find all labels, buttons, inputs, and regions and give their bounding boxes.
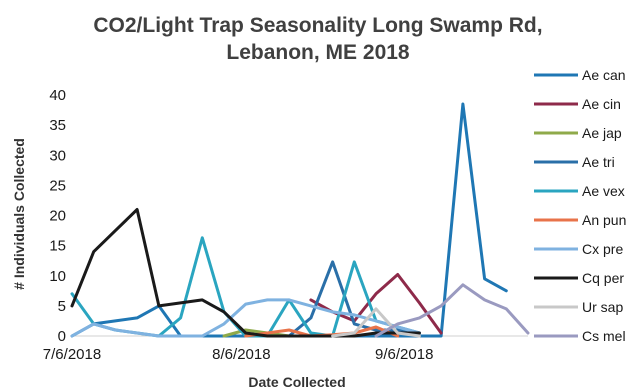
series-line-cs-mel [374, 283, 530, 338]
y-tick-label: 40 [49, 87, 66, 104]
y-tick-label: 35 [49, 117, 66, 134]
legend-item-ae-jap: Ae jap [534, 125, 622, 141]
legend-item-an-pun: An pun [534, 212, 626, 228]
series-line-ae-cin [309, 273, 443, 335]
legend-label: An pun [582, 212, 626, 228]
y-tick-label: 0 [58, 328, 66, 345]
x-tick-label: 7/6/2018 [43, 346, 101, 363]
chart-title-line-2: Lebanon, ME 2018 [226, 41, 410, 64]
legend-label: Ae vex [582, 183, 625, 199]
y-tick-label: 20 [49, 208, 66, 225]
legend-label: Cs mel [582, 328, 626, 344]
x-tick-label: 9/6/2018 [375, 346, 433, 363]
legend-label: Ae can [582, 67, 626, 83]
legend-label: Cq per [582, 270, 624, 286]
y-tick-label: 15 [49, 238, 66, 255]
legend-item-cs-mel: Cs mel [534, 328, 626, 344]
legend-item-ae-tri: Ae tri [534, 154, 615, 170]
tick-labels: 0 5 10 15 20 25 30 35 40 7/6/2018 8/6/2018 9/6/2018 [43, 87, 434, 363]
x-tick-label: 8/6/2018 [212, 346, 270, 363]
y-tick-label: 10 [49, 268, 66, 285]
series-line-ae-vex [70, 236, 421, 338]
series-line-cx-pre [70, 298, 421, 338]
legend-label: Cx pre [582, 241, 623, 257]
x-axis-label: Date Collected [248, 374, 345, 390]
series-lines [70, 102, 530, 338]
y-tick-label: 25 [49, 177, 66, 194]
legend-label: Ur sap [582, 299, 623, 315]
y-tick-label: 30 [49, 147, 66, 164]
legend-item-ae-vex: Ae vex [534, 183, 625, 199]
series-line-ae-tri [287, 260, 421, 338]
y-axis-label: # Individuals Collected [11, 138, 27, 290]
legend-label: Ae jap [582, 125, 622, 141]
y-tick-label: 5 [58, 298, 66, 315]
chart-title-line-1: CO2/Light Trap Seasonality Long Swamp Rd… [93, 14, 542, 37]
legend-label: Ae cin [582, 96, 621, 112]
series-line-ur-sap [331, 307, 421, 338]
series-line-cq-per [70, 208, 421, 338]
legend-item-ae-can: Ae can [534, 67, 626, 83]
legend: Ae can Ae cin Ae jap Ae tri Ae vex An pun Cx p… [534, 67, 626, 344]
legend-item-cx-pre: Cx pre [534, 241, 623, 257]
legend-item-cq-per: Cq per [534, 270, 624, 286]
legend-label: Ae tri [582, 154, 615, 170]
legend-item-ur-sap: Ur sap [534, 299, 623, 315]
legend-item-ae-cin: Ae cin [534, 96, 621, 112]
